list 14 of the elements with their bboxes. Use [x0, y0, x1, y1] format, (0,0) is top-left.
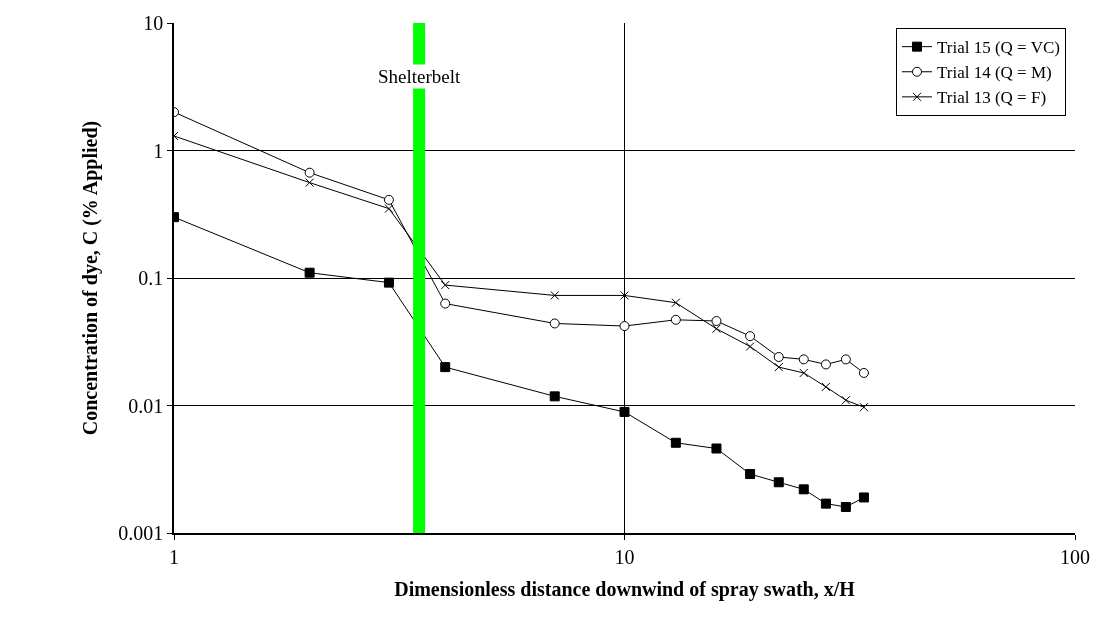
x-tick-label: 100: [1060, 545, 1090, 568]
legend-label: Trial 13 (Q = F): [936, 88, 1047, 108]
x-axis-title: Dimensionless distance downwind of spray swath, x/H: [394, 577, 856, 601]
y-tick-label: 1: [153, 139, 164, 162]
x-tick-label: 1: [169, 545, 179, 568]
y-tick-label: 10: [143, 12, 164, 34]
ref-line-label: Shelterbelt: [378, 66, 462, 87]
legend-label: Trial 15 (Q = VC): [936, 38, 1060, 58]
y-tick-label: 0.1: [138, 267, 164, 289]
y-tick-label: 0.01: [128, 394, 164, 417]
x-tick-label: 10: [614, 545, 635, 568]
legend-label: Trial 14 (Q = M): [936, 63, 1052, 83]
y-tick-label: 0.001: [118, 522, 164, 544]
y-axis-title: Concentration of dye, C (% Applied): [79, 120, 103, 436]
